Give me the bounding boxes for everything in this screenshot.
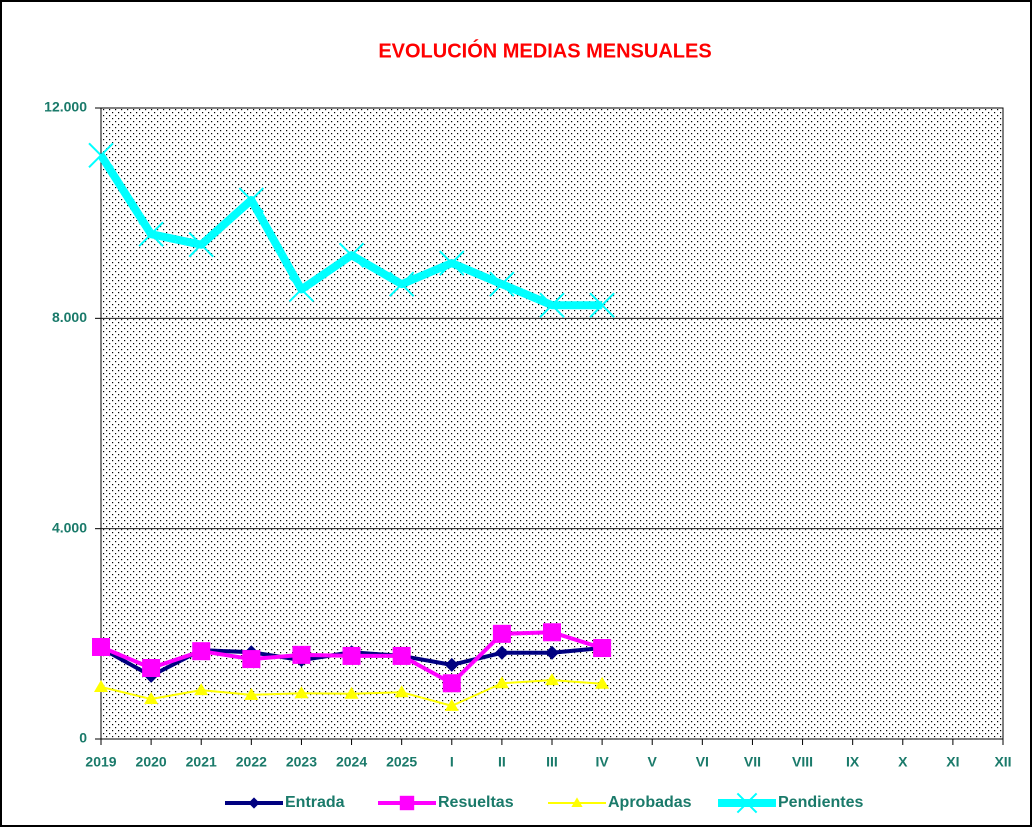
legend-label: Resueltas (438, 794, 514, 811)
x-tick-label: III (546, 754, 558, 770)
x-tick-label: 2022 (236, 754, 267, 770)
chart-title: EVOLUCIÓN MEDIAS MENSUALES (378, 38, 711, 62)
marker-x (88, 142, 114, 169)
marker-triangle (194, 683, 209, 696)
marker-square (392, 646, 411, 665)
marker-triangle (571, 797, 583, 807)
marker-x (589, 292, 615, 318)
marker-x (388, 271, 415, 297)
marker-square (242, 650, 261, 669)
x-tick-label: 2023 (286, 754, 317, 770)
marker-triangle (394, 685, 409, 698)
marker-square (593, 639, 612, 658)
legend-label: Aprobadas (608, 794, 692, 811)
marker-square (543, 623, 561, 642)
x-tick-label: VII (744, 754, 761, 770)
x-tick-label: 2020 (136, 754, 167, 770)
x-tick-label: 2024 (336, 754, 367, 770)
marker-x (439, 250, 465, 276)
marker-square (399, 795, 415, 811)
x-tick-label: VI (696, 754, 709, 770)
x-tick-label: XII (994, 754, 1011, 770)
x-tick-label: II (498, 754, 506, 770)
x-tick-label: 2025 (386, 754, 417, 770)
legend-label: Pendientes (778, 794, 863, 811)
marker-triangle (545, 673, 559, 686)
marker-x (736, 792, 758, 814)
x-tick-label: 2021 (186, 754, 217, 770)
x-tick-label: XI (946, 754, 959, 770)
x-tick-label: V (648, 754, 658, 770)
marker-diamond (248, 797, 260, 809)
marker-x (288, 276, 315, 303)
marker-square (492, 624, 511, 643)
y-tick-label: 0 (79, 730, 87, 746)
marker-square (342, 646, 361, 665)
marker-diamond (545, 645, 559, 660)
marker-square (142, 659, 161, 678)
marker-diamond (444, 657, 459, 672)
legend-label: Entrada (285, 794, 345, 811)
x-tick-label: VIII (792, 754, 813, 770)
y-tick-label: 8.000 (52, 309, 87, 325)
marker-triangle (595, 676, 610, 689)
x-tick-label: 2019 (85, 754, 116, 770)
y-tick-label: 12.000 (44, 99, 87, 115)
marker-triangle (344, 686, 359, 699)
marker-square (92, 637, 110, 656)
x-tick-label: IV (595, 754, 609, 770)
marker-triangle (294, 686, 309, 699)
marker-triangle (494, 676, 509, 689)
marker-square (292, 645, 311, 664)
marker-triangle (244, 687, 259, 700)
marker-x (188, 232, 214, 258)
x-tick-label: I (450, 754, 454, 770)
marker-x (489, 271, 515, 297)
marker-diamond (494, 645, 509, 660)
y-tick-label: 4.000 (52, 519, 87, 535)
marker-x (539, 292, 565, 318)
plot-area (100, 107, 1004, 740)
marker-triangle (144, 692, 159, 705)
marker-square (192, 642, 211, 661)
marker-triangle (94, 679, 108, 692)
marker-triangle (444, 698, 459, 711)
x-tick-label: IX (846, 754, 860, 770)
marker-square (442, 674, 461, 693)
x-tick-label: X (898, 754, 908, 770)
marker-x (338, 242, 365, 268)
marker-x (238, 187, 265, 213)
marker-x (138, 221, 164, 247)
